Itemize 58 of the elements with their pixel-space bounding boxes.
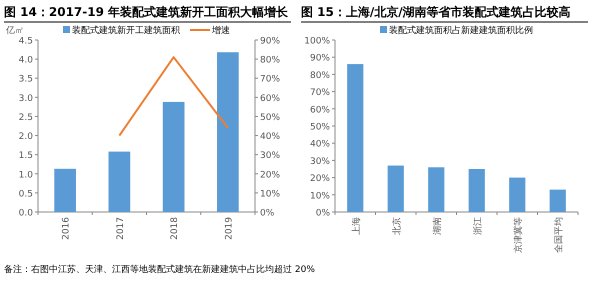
y-tick-label: 20%: [310, 174, 330, 184]
bar: [162, 102, 184, 212]
chart-title: 图 15：上海/北京/湖南等省市装配式建筑占比较高: [301, 5, 571, 19]
x-tick-label: 湖南: [432, 217, 443, 235]
y-axis-title: 亿㎡: [5, 25, 24, 36]
y-tick-label: 3.0: [18, 94, 34, 104]
y-tick-label: 2.0: [18, 132, 34, 142]
text: 备注：右图中江苏、天津、江西等地装配式建筑在新建建筑中占比均超过 20%: [4, 264, 316, 275]
bar: [217, 52, 239, 212]
y-tick-label: 70%: [310, 88, 330, 98]
legend-label: 增速: [211, 25, 230, 36]
x-tick-label: 2019: [224, 216, 234, 240]
y-tick-label: 4.5: [18, 36, 33, 46]
y2-tick-label: 40%: [260, 132, 280, 142]
bar: [388, 166, 404, 212]
bar: [54, 168, 76, 212]
y2-tick-label: 10%: [260, 189, 280, 200]
y2-tick-label: 80%: [260, 56, 280, 66]
x-tick-label: 上海: [350, 217, 362, 235]
y-tick-label: 4.0: [18, 56, 34, 66]
y-tick-label: 50%: [310, 122, 330, 132]
y-tick-label: 90%: [310, 54, 330, 64]
bar: [108, 152, 130, 212]
y2-tick-label: 20%: [260, 170, 280, 180]
y-tick-label: 1.0: [18, 170, 34, 180]
y2-tick-label: 0%: [260, 208, 275, 218]
y-tick-label: 40%: [310, 140, 330, 150]
x-tick-label: 2016: [62, 216, 72, 240]
y2-tick-label: 90%: [260, 36, 280, 46]
y-tick-label: 0.0: [18, 208, 34, 218]
y-tick-label: 0.5: [18, 189, 33, 200]
y2-tick-label: 70%: [260, 74, 280, 85]
x-tick-label: 北京: [391, 217, 402, 235]
x-tick-label: 京津冀等: [512, 217, 524, 253]
bar: [428, 167, 444, 212]
bar: [550, 190, 566, 212]
y2-tick-label: 50%: [260, 112, 280, 123]
x-tick-label: 全国平均: [553, 217, 564, 253]
x-tick-label: 2018: [170, 216, 180, 240]
x-tick-label: 浙江: [472, 217, 484, 235]
y-tick-label: 80%: [310, 70, 330, 81]
y-tick-label: 60%: [310, 105, 330, 116]
bar: [468, 169, 485, 212]
y-tick-label: 0%: [316, 208, 330, 218]
y-tick-label: 100%: [304, 36, 330, 46]
legend-label: 装配式建筑面积占新建建筑面积比例: [389, 25, 533, 36]
y2-tick-label: 30%: [260, 151, 280, 162]
y-tick-label: 10%: [310, 191, 330, 202]
y-tick-label: 1.5: [18, 151, 33, 162]
y2-tick-label: 60%: [260, 94, 280, 104]
bar: [347, 64, 364, 212]
bar: [509, 178, 526, 212]
y-tick-label: 2.5: [18, 112, 33, 123]
y-tick-label: 3.5: [18, 74, 33, 85]
x-tick-label: 2017: [116, 217, 126, 240]
y-tick-label: 30%: [310, 156, 330, 167]
legend-label: 装配式建筑新开工建筑面积: [72, 25, 180, 36]
chart-title: 图 14：2017-19 年装配式建筑新开工面积大幅增长: [4, 5, 290, 19]
